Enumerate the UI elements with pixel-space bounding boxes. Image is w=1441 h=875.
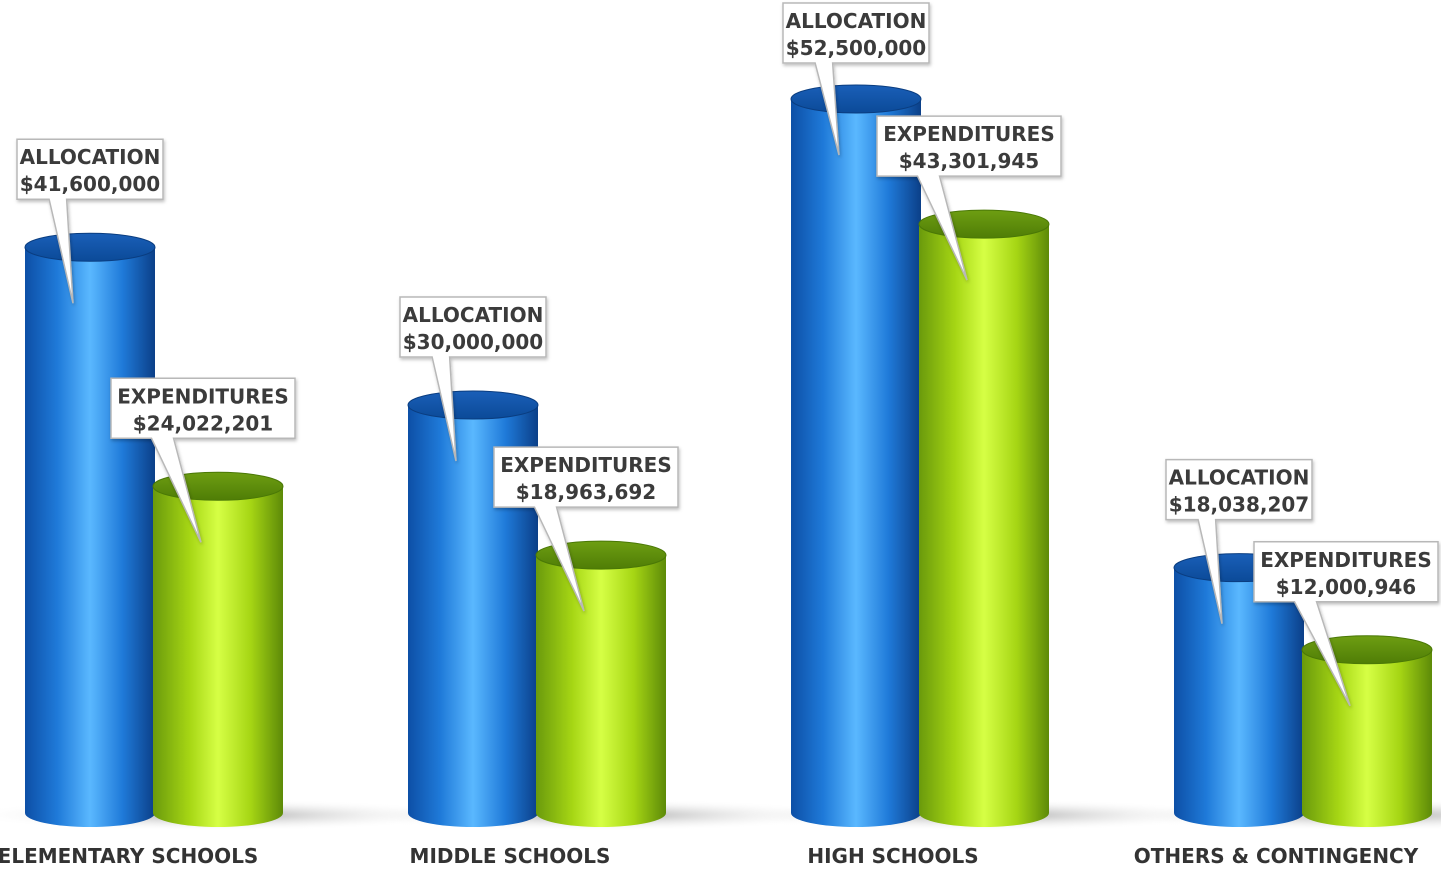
allocation-bar-body bbox=[1174, 567, 1304, 827]
allocation-callout-title: ALLOCATION bbox=[403, 303, 544, 327]
expenditures-callout-value: $18,963,692 bbox=[516, 480, 656, 504]
expenditures-bar bbox=[152, 471, 284, 827]
allocation-callout-title: ALLOCATION bbox=[1169, 466, 1310, 490]
expenditures-bar bbox=[1301, 635, 1433, 827]
expenditures-bar bbox=[918, 209, 1050, 827]
allocation-callout-box bbox=[1165, 458, 1313, 624]
expenditures-callout: EXPENDITURES $12,000,946 bbox=[1253, 541, 1439, 707]
expenditures-callout-title: EXPENDITURES bbox=[117, 384, 289, 408]
category-label: ELEMENTARY SCHOOLS bbox=[0, 844, 258, 868]
category-label: MIDDLE SCHOOLS bbox=[410, 844, 611, 868]
allocation-bar bbox=[790, 84, 922, 827]
expenditures-callout: EXPENDITURES $24,022,201 bbox=[110, 377, 296, 543]
allocation-callout-title: ALLOCATION bbox=[786, 9, 927, 33]
expenditures-bar-body bbox=[153, 486, 283, 827]
allocation-callout-box bbox=[399, 296, 547, 462]
allocation-bar-top bbox=[24, 232, 156, 262]
allocation-bar-body bbox=[408, 405, 538, 827]
expenditures-bar-body bbox=[536, 555, 666, 827]
allocation-callout-value: $18,038,207 bbox=[1169, 493, 1309, 517]
allocation-bar-top bbox=[407, 390, 539, 420]
allocation-callout: ALLOCATION $30,000,000 bbox=[399, 296, 547, 462]
callouts: ALLOCATION $41,600,000 EXPENDITURES $24,022… bbox=[16, 2, 1439, 707]
allocation-callout-value: $52,500,000 bbox=[786, 36, 926, 60]
expenditures-callout-value: $12,000,946 bbox=[1276, 575, 1416, 599]
expenditures-callout-box bbox=[493, 446, 679, 612]
expenditures-callout-title: EXPENDITURES bbox=[500, 453, 672, 477]
allocation-bar-body bbox=[791, 99, 921, 827]
allocation-callout-value: $41,600,000 bbox=[20, 172, 160, 196]
expenditures-callout: EXPENDITURES $18,963,692 bbox=[493, 446, 679, 612]
expenditures-bar-body bbox=[1302, 649, 1432, 827]
allocation-callout: ALLOCATION $52,500,000 bbox=[782, 2, 930, 156]
allocation-callout-value: $30,000,000 bbox=[403, 330, 543, 354]
allocation-callout: ALLOCATION $18,038,207 bbox=[1165, 458, 1313, 624]
allocation-bar-body bbox=[25, 247, 155, 828]
allocation-bar bbox=[24, 232, 156, 828]
category-label: OTHERS & CONTINGENCY bbox=[1134, 844, 1419, 868]
allocation-callout-title: ALLOCATION bbox=[20, 145, 161, 169]
expenditures-callout-box bbox=[110, 377, 296, 543]
expenditures-bar bbox=[535, 540, 667, 827]
expenditures-callout-box bbox=[876, 115, 1062, 281]
bars bbox=[24, 84, 1433, 828]
expenditures-callout-value: $24,022,201 bbox=[133, 411, 273, 435]
allocation-callout-box bbox=[782, 2, 930, 156]
expenditures-callout: EXPENDITURES $43,301,945 bbox=[876, 115, 1062, 281]
allocation-bar bbox=[407, 390, 539, 827]
allocation-bar-top bbox=[790, 84, 922, 114]
allocation-callout-box bbox=[16, 138, 164, 304]
expenditures-callout-title: EXPENDITURES bbox=[883, 122, 1055, 146]
expenditures-callout-box bbox=[1253, 541, 1439, 707]
expenditures-callout-title: EXPENDITURES bbox=[1260, 548, 1432, 572]
expenditures-bar-body bbox=[919, 224, 1049, 827]
expenditures-callout-value: $43,301,945 bbox=[899, 149, 1039, 173]
allocation-callout: ALLOCATION $41,600,000 bbox=[16, 138, 164, 304]
category-labels: ELEMENTARY SCHOOLS MIDDLE SCHOOLS HIGH SCH… bbox=[0, 844, 1419, 868]
category-label: HIGH SCHOOLS bbox=[807, 844, 978, 868]
